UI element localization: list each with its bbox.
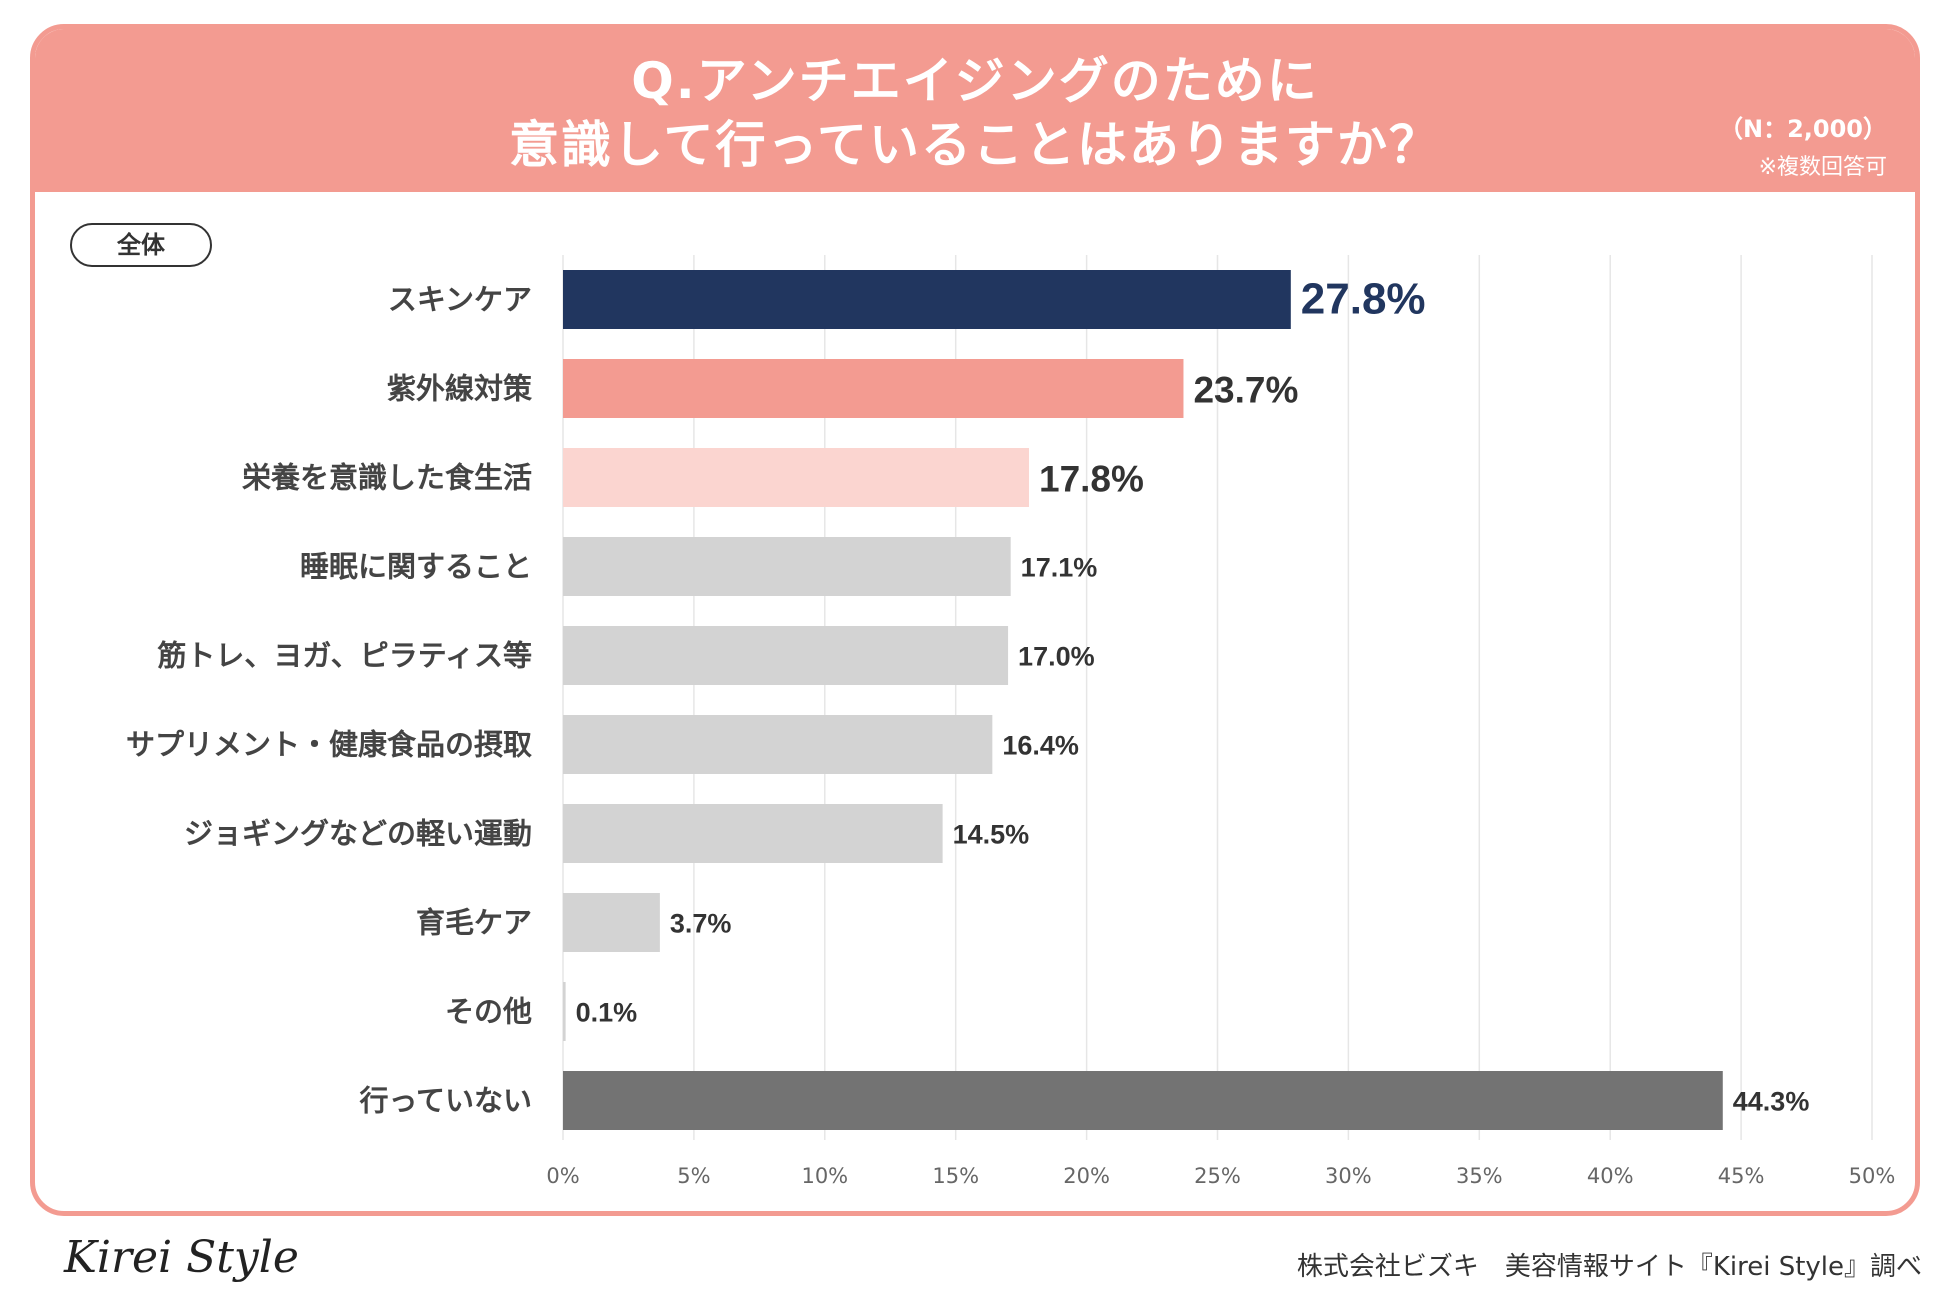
x-tick-label: 30% — [1325, 1164, 1372, 1188]
value-label: 17.1% — [1021, 553, 1098, 583]
label-layer: 0% 5% 10% 15% 20% 25% 30% 35% 40% 45% 50% スキンケア 27.8… — [126, 275, 1895, 1189]
bar — [563, 537, 1011, 596]
bar — [563, 982, 566, 1041]
category-label: 栄養を意識した食生活 — [242, 461, 532, 495]
value-label: 23.7% — [1193, 370, 1298, 411]
value-label: 17.0% — [1018, 642, 1095, 672]
bar — [563, 893, 660, 952]
category-label: ジョギングなどの軽い運動 — [184, 817, 532, 851]
x-tick-label: 20% — [1063, 1164, 1110, 1188]
category-label: 育毛ケア — [416, 906, 532, 940]
kirei-style-logo: Kirei Style — [64, 1232, 299, 1283]
value-label: 27.8% — [1301, 275, 1426, 324]
value-label: 44.3% — [1733, 1087, 1810, 1117]
chart-card: Q.アンチエイジングのために 意識して行っていることはありますか？ （N：2,0… — [30, 24, 1920, 1216]
value-label: 3.7% — [670, 909, 732, 939]
category-label: 睡眠に関すること — [300, 550, 532, 584]
bar-layer — [563, 270, 1723, 1130]
bar — [563, 1071, 1723, 1130]
value-label: 16.4% — [1002, 731, 1079, 761]
x-tick-label: 40% — [1587, 1164, 1634, 1188]
bar — [563, 715, 993, 774]
value-label: 14.5% — [953, 820, 1030, 850]
bar — [563, 804, 943, 863]
sample-size-note: （N：2,000） — [1719, 115, 1887, 143]
category-label: スキンケア — [388, 283, 532, 317]
value-label: 0.1% — [576, 998, 638, 1028]
x-tick-label: 10% — [801, 1164, 848, 1188]
chart-title-line-2: 意識して行っていることはありますか？ — [509, 116, 1441, 174]
category-label: 筋トレ、ヨガ、ピラティス等 — [157, 639, 532, 673]
value-label: 17.8% — [1039, 459, 1144, 500]
x-tick-label: 25% — [1194, 1164, 1241, 1188]
bar — [563, 270, 1291, 329]
category-label: 紫外線対策 — [387, 372, 533, 406]
chart-title-line-1: Q.アンチエイジングのために — [631, 52, 1319, 110]
chart-title: Q.アンチエイジングのために 意識して行っていることはありますか？ — [35, 49, 1915, 177]
x-tick-label: 15% — [932, 1164, 979, 1188]
category-label: 行っていない — [358, 1084, 532, 1118]
category-label: その他 — [445, 995, 532, 1029]
x-tick-label: 5% — [677, 1164, 710, 1188]
bar — [563, 448, 1030, 507]
x-tick-label: 0% — [546, 1164, 579, 1188]
category-label: サプリメント・健康食品の摂取 — [126, 728, 532, 762]
x-tick-label: 35% — [1456, 1164, 1503, 1188]
title-banner: Q.アンチエイジングのために 意識して行っていることはありますか？ （N：2,0… — [35, 29, 1915, 192]
bar — [563, 359, 1184, 418]
x-tick-label: 50% — [1849, 1164, 1896, 1188]
multiple-answer-note: ※複数回答可 — [1758, 155, 1887, 180]
x-tick-label: 45% — [1718, 1164, 1765, 1188]
segment-badge: 全体 — [70, 223, 212, 267]
bar — [563, 626, 1009, 685]
survey-credit: 株式会社ビズキ 美容情報サイト『Kirei Style』調べ — [1296, 1252, 1922, 1282]
